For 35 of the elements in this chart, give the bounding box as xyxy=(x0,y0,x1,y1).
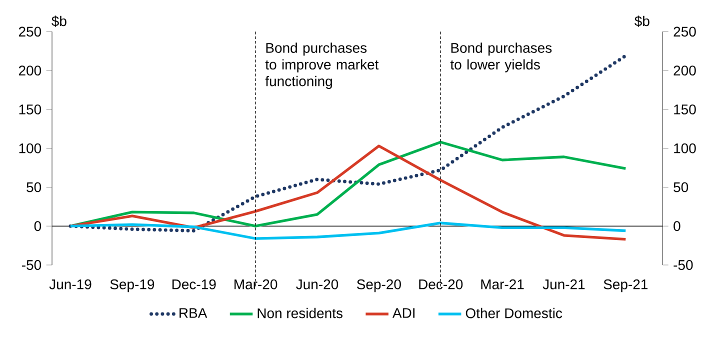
line-series xyxy=(69,222,627,240)
x-tick-label: Mar-21 xyxy=(481,279,524,290)
legend-label: ADI xyxy=(392,308,414,318)
ref-line-label: Bond purchases to improve market functioning xyxy=(265,42,379,89)
y-tick-label: 100 xyxy=(19,143,42,154)
y-tick-label: 200 xyxy=(18,66,42,76)
y2-axis-title: $b xyxy=(634,16,650,27)
x-tick-label: Jun-19 xyxy=(49,279,92,290)
y2-tick-label: -50 xyxy=(674,260,693,270)
x-tick-label: Jun-21 xyxy=(542,279,585,290)
y-tick-label: 50 xyxy=(26,182,42,192)
y-tick-label: 0 xyxy=(34,221,42,232)
y2-tick-label: 100 xyxy=(674,143,696,154)
x-tick-label: Jun-20 xyxy=(296,279,338,290)
y-tick-label: -50 xyxy=(22,260,42,270)
x-tick-label: Sep-20 xyxy=(356,279,401,292)
y-axis-title: $b xyxy=(52,16,66,27)
x-tick-label: Sep-19 xyxy=(110,279,154,292)
legend-label: Non residents xyxy=(258,308,342,318)
y2-tick-label: 200 xyxy=(674,66,696,76)
y2-tick-label: 0 xyxy=(674,221,680,232)
y2-tick-label: 50 xyxy=(674,182,688,192)
x-tick-label: Dec-20 xyxy=(419,279,463,290)
legend-label: RBA xyxy=(180,308,208,318)
x-tick-label: Dec-19 xyxy=(172,279,216,290)
x-tick-label: Sep-21 xyxy=(604,279,648,292)
y-tick-label: 250 xyxy=(18,26,42,37)
line-series xyxy=(68,54,628,232)
x-tick-label: Mar-20 xyxy=(234,279,278,290)
y2-tick-label: 250 xyxy=(674,26,696,37)
y-tick-label: 150 xyxy=(19,104,42,114)
y2-tick-label: 150 xyxy=(674,104,696,114)
line-series xyxy=(69,144,627,241)
ref-line-label: Bond purchases to lower yields xyxy=(450,42,552,72)
legend-label: Other Domestic xyxy=(466,308,562,318)
